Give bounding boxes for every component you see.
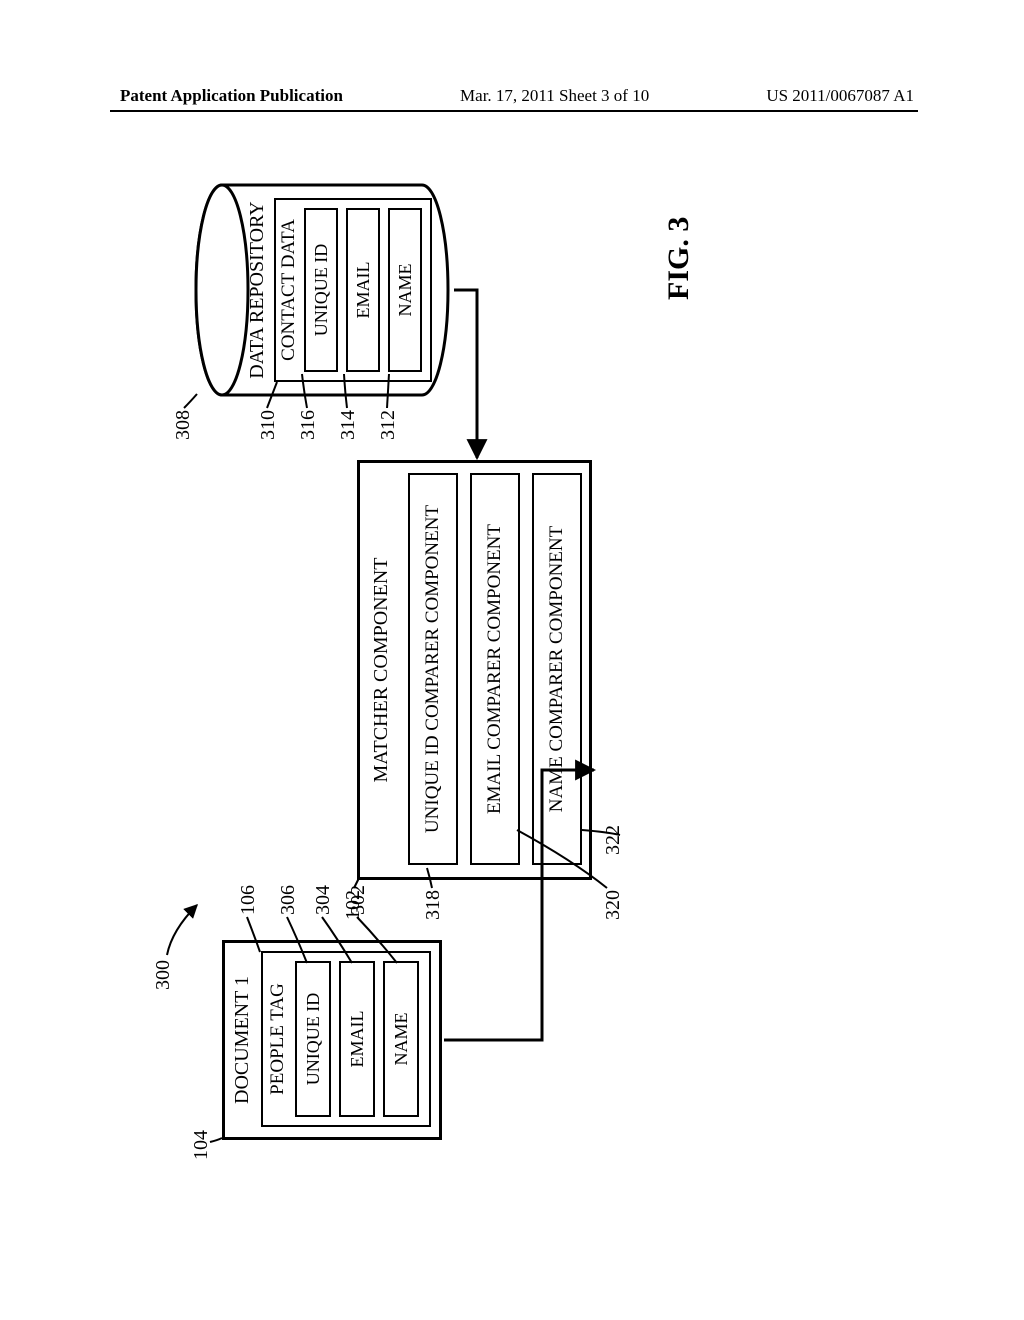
doc-name-label: NAME [391,1013,412,1066]
ref-system: 300 [152,960,175,990]
doc-name: NAME [383,961,419,1117]
ref-104: 104 [190,1130,213,1160]
repository-cylinder: DATA REPOSITORY CONTACT DATA UNIQUE ID E… [192,180,452,400]
ref-310: 310 [257,410,280,440]
matcher-email-label: EMAIL COMPARER COMPONENT [484,524,506,814]
ref-322: 322 [602,825,625,855]
doc-email-label: EMAIL [347,1011,368,1068]
ref-312: 312 [377,410,400,440]
people-tag-box: PEOPLE TAG UNIQUE ID EMAIL NAME [261,951,431,1127]
ref-306: 306 [277,885,300,915]
document-box: DOCUMENT 1 PEOPLE TAG UNIQUE ID EMAIL NA… [222,940,442,1140]
document-title: DOCUMENT 1 [231,943,254,1137]
repository-title: DATA REPOSITORY [246,180,269,400]
matcher-uid-comparer: UNIQUE ID COMPARER COMPONENT [408,473,458,865]
matcher-box: MATCHER COMPONENT UNIQUE ID COMPARER COM… [357,460,592,880]
matcher-name-label: NAME COMPARER COMPONENT [546,526,568,812]
ref-308: 308 [172,410,195,440]
header-left: Patent Application Publication [120,86,343,106]
header-right: US 2011/0067087 A1 [766,86,914,106]
ref-316: 316 [297,410,320,440]
repo-email-label: EMAIL [353,262,374,319]
matcher-uid-label: UNIQUE ID COMPARER COMPONENT [422,505,444,833]
repo-name-label: NAME [395,264,416,317]
matcher-email-comparer: EMAIL COMPARER COMPONENT [470,473,520,865]
repo-unique-id: UNIQUE ID [304,208,338,372]
ref-system-text: 300 [152,960,174,990]
ref-106: 106 [237,885,260,915]
page: Patent Application Publication Mar. 17, … [0,0,1024,1320]
repo-uid-label: UNIQUE ID [311,244,332,336]
repo-email: EMAIL [346,208,380,372]
matcher-title: MATCHER COMPONENT [370,463,393,877]
figure-label: FIG. 3 [662,217,696,300]
header-rule [110,110,918,112]
doc-unique-id-label: UNIQUE ID [303,993,324,1085]
ref-304: 304 [312,885,335,915]
ref-318: 318 [422,890,445,920]
contact-data-title: CONTACT DATA [278,200,300,380]
figure-container: 300 DOCUMENT 1 PEOPLE TAG UNIQUE ID EMAI… [142,160,882,1160]
matcher-name-comparer: NAME COMPARER COMPONENT [532,473,582,865]
page-header: Patent Application Publication Mar. 17, … [0,86,1024,106]
contact-data-box: CONTACT DATA UNIQUE ID EMAIL NAME [274,198,432,382]
doc-unique-id: UNIQUE ID [295,961,331,1117]
doc-email: EMAIL [339,961,375,1117]
people-tag-title: PEOPLE TAG [267,953,289,1125]
ref-314: 314 [337,410,360,440]
ref-320: 320 [602,890,625,920]
ref-102: 102 [342,890,365,920]
repo-name: NAME [388,208,422,372]
header-mid: Mar. 17, 2011 Sheet 3 of 10 [460,86,649,106]
